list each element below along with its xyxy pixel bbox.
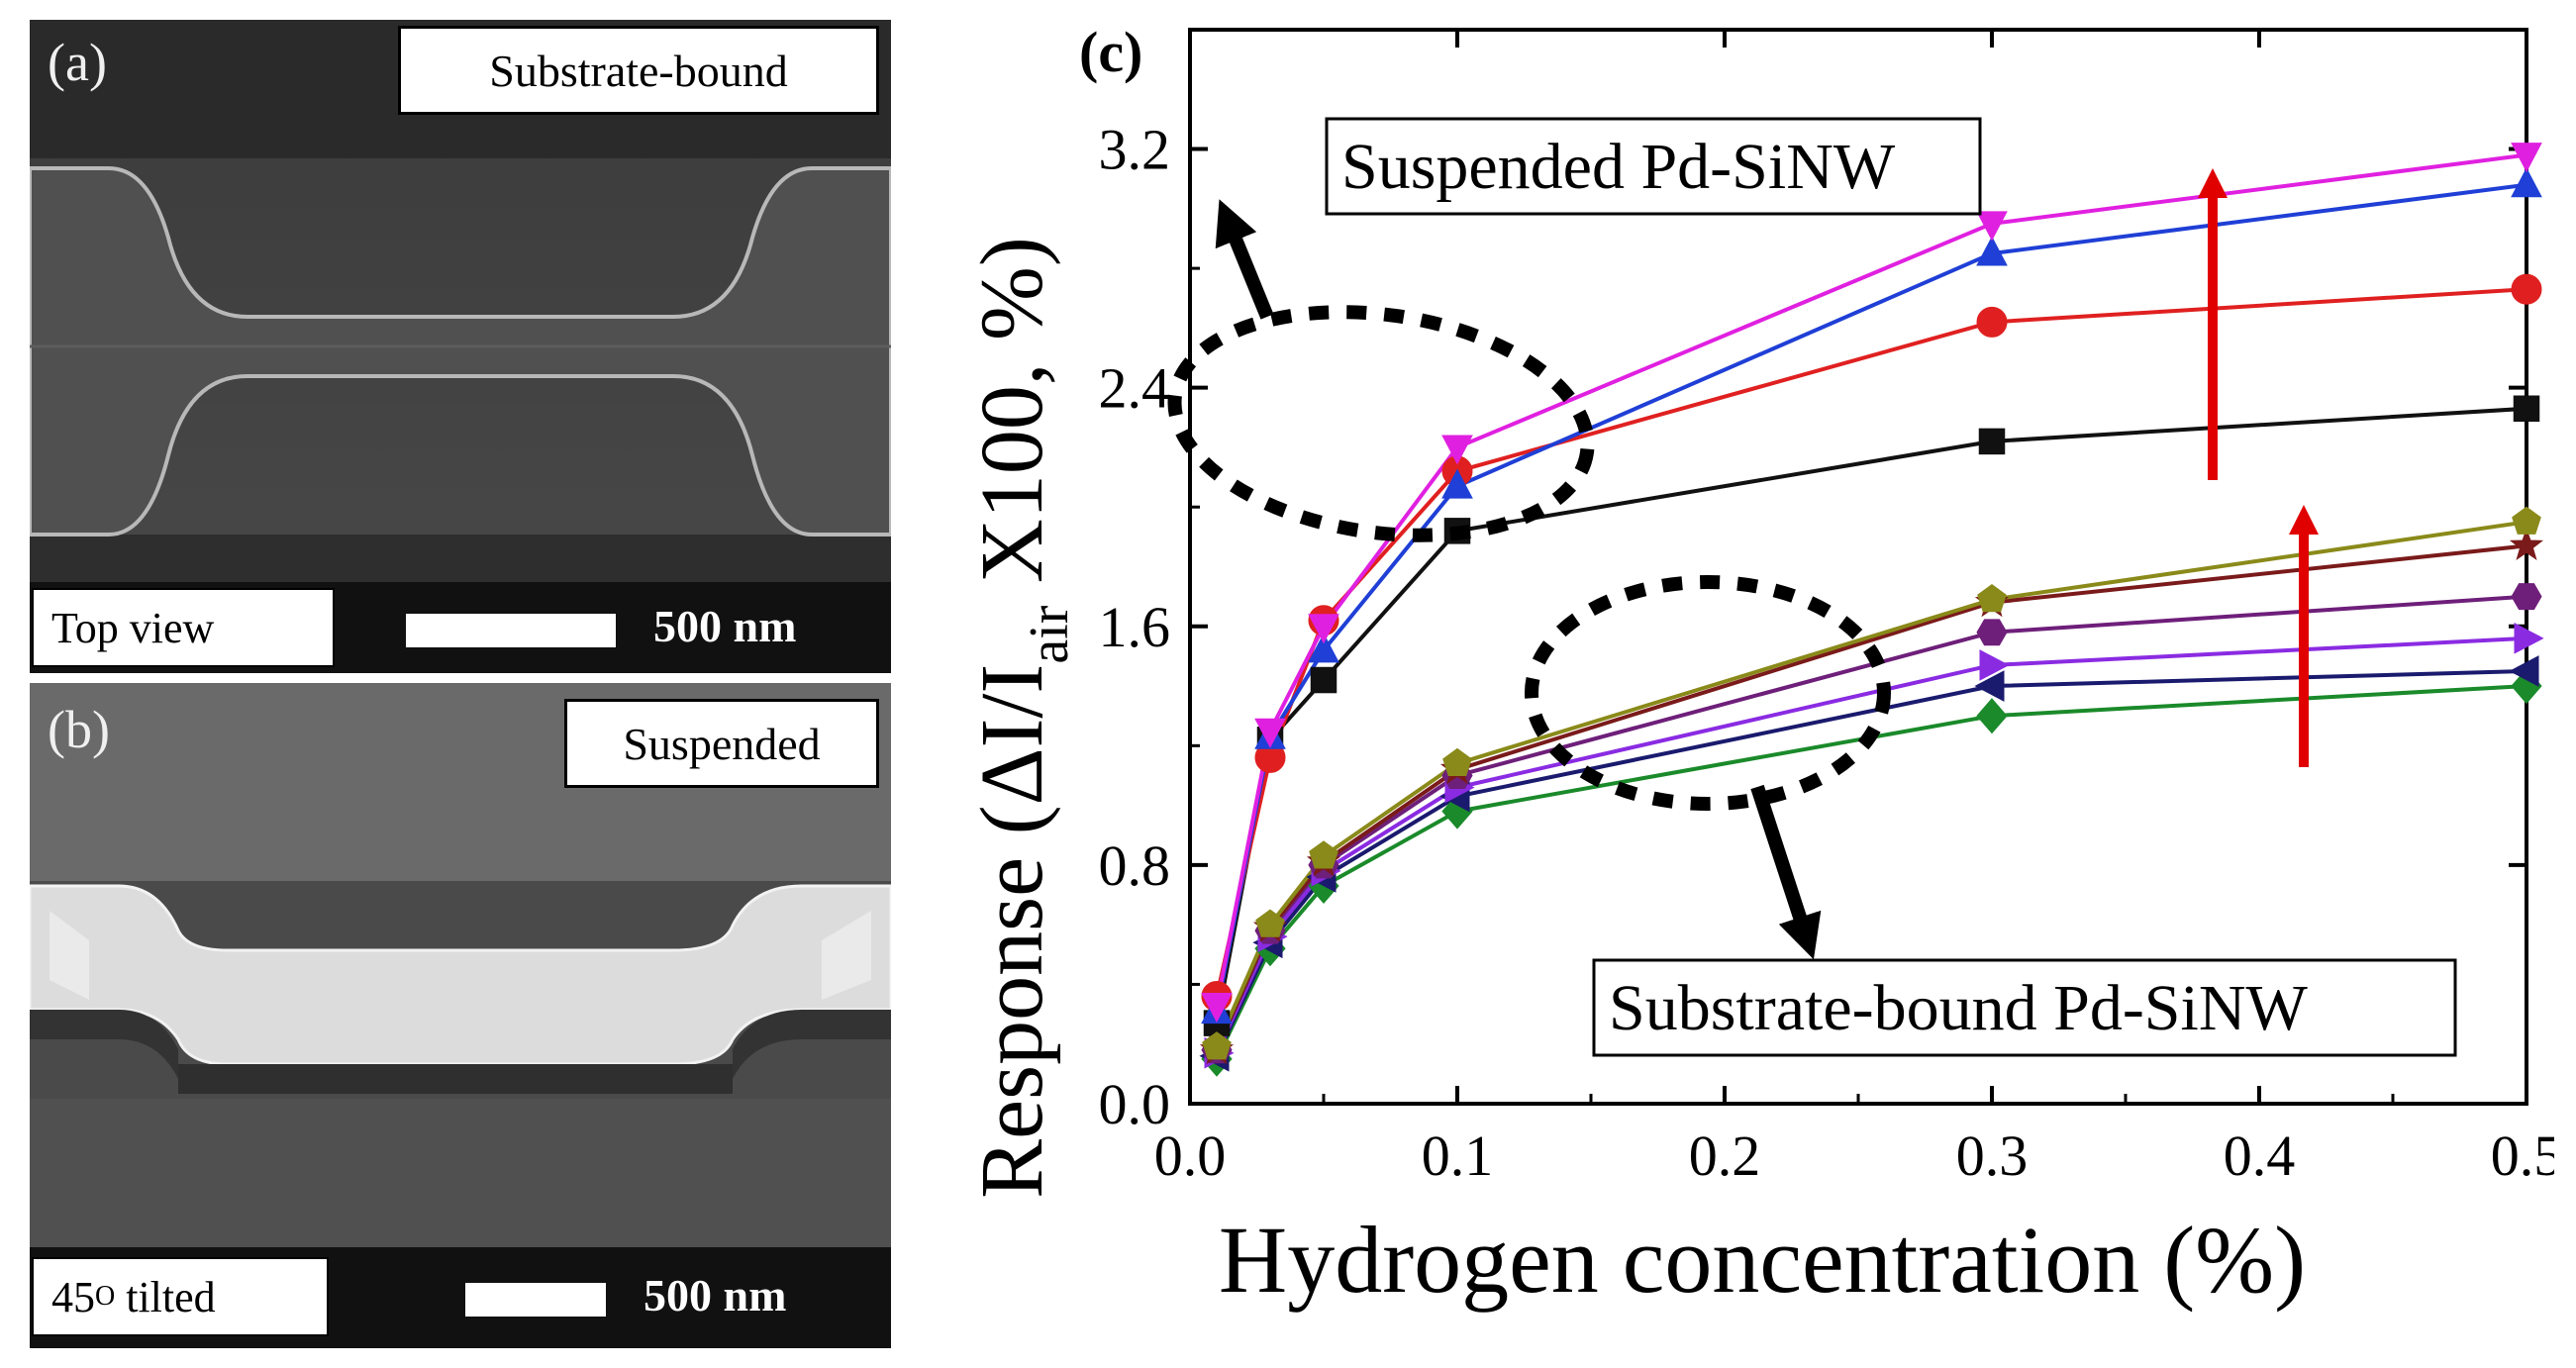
substrate-annotation-box [1592, 958, 2457, 1057]
data-point-suspended-black [1978, 428, 2006, 455]
axis-ticks: 0.0 0.1 0.2 0.3 0.4 0.5 0.0 0.8 1.6 2.4 3.2 [1099, 30, 2554, 1188]
data-point-suspended-red [1976, 306, 2008, 338]
data-point-suspended-magenta [1201, 993, 1233, 1024]
data-point-suspended-blue [1308, 633, 1339, 663]
data-point-suspended-magenta [1308, 614, 1339, 644]
data-point-substrate-violet [1979, 649, 2010, 681]
x-tick-label: 0.1 [1422, 1124, 1494, 1188]
data-point-substrate-olive [1255, 909, 1285, 937]
series-line-suspended-black [1215, 406, 2527, 1024]
x-tick-label: 0.4 [2224, 1124, 2296, 1188]
response-chart: (c) 0.0 0.1 0.2 0.3 0.4 0.5 0.0 0.8 1.6 2.4 3.2 Su… [963, 20, 2554, 1313]
y-axis-label-sub: air [1019, 605, 1080, 663]
y-axis-label: Response (ΔI/Iair X100, %) [963, 237, 1080, 1199]
series-lines [1215, 152, 2527, 1060]
data-point-suspended-magenta [1254, 718, 1286, 748]
tilt-text: tilted [115, 1272, 216, 1321]
data-point-suspended-blue [1441, 468, 1473, 499]
data-point-suspended-magenta [1976, 211, 2008, 242]
panel-c-letter: (c) [1079, 20, 1142, 84]
substrate-bound-tag: Substrate-bound [398, 26, 879, 115]
top-view-label: Top view [32, 588, 335, 667]
scale-bar-a [406, 614, 616, 647]
data-point-substrate-purple [1976, 619, 2008, 646]
data-point-suspended-red [2511, 273, 2542, 305]
suspended-group-ellipse [1167, 305, 1595, 542]
x-tick-label: 0.2 [1689, 1124, 1761, 1188]
data-point-suspended-magenta [2511, 143, 2542, 173]
sem-panel-a: (a) Substrate-bound Top view 500 nm [30, 20, 891, 673]
y-axis-label-main: Response (ΔI/I [963, 664, 1061, 1199]
suspended-annotation-box [1325, 117, 1982, 216]
series-line-substrate-navy [1215, 668, 2527, 1057]
suspended-annotation-text: Suspended Pd-SiNW [1341, 131, 1896, 203]
x-tick-label: 0.0 [1154, 1124, 1227, 1188]
data-point-substrate-olive [1202, 1031, 1232, 1060]
series-line-substrate-green [1215, 684, 2527, 1060]
panel-a-letter: (a) [48, 33, 107, 92]
series-line-suspended-red [1215, 287, 2527, 997]
series-line-suspended-blue [1215, 182, 2527, 1012]
y-tick-label: 0.0 [1099, 1072, 1171, 1136]
substrate-pointer-arrow [1750, 784, 1822, 960]
data-point-substrate-olive [2512, 506, 2541, 535]
y-tick-label: 1.6 [1099, 595, 1171, 659]
series-markers [1199, 143, 2544, 1077]
data-point-suspended-blue [2511, 167, 2542, 198]
data-point-substrate-olive [1309, 840, 1338, 869]
scale-label-a: 500 nm [653, 601, 797, 651]
y-axis-label-tail: X100, %) [963, 237, 1061, 605]
panel-b-letter: (b) [48, 700, 110, 759]
substrate-annotation-text: Substrate-bound Pd-SiNW [1609, 972, 2309, 1044]
tilted-view-label: 45 O tilted [32, 1257, 329, 1336]
data-point-substrate-purple [2511, 583, 2542, 611]
data-point-substrate-navy [1974, 670, 2005, 702]
sem-image-top-view [30, 20, 891, 673]
suspended-pointer-arrow [1215, 199, 1274, 320]
x-tick-label: 0.3 [1956, 1124, 2029, 1188]
sem-panel-b: (b) Suspended 45 O tilted 500 nm [30, 683, 891, 1348]
y-tick-label: 2.4 [1099, 356, 1171, 421]
x-tick-label: 0.5 [2491, 1124, 2554, 1188]
info-bar-b: 45 O tilted 500 nm [30, 1247, 891, 1348]
data-point-substrate-violet [2514, 623, 2544, 654]
data-point-suspended-black [2513, 395, 2540, 423]
data-point-suspended-blue [1976, 236, 2008, 266]
substrate-group-ellipse [1525, 575, 1891, 811]
data-point-suspended-black [1310, 666, 1338, 694]
data-point-substrate-maroon [2509, 528, 2544, 560]
data-point-suspended-magenta [1441, 435, 1473, 465]
y-tick-label: 0.8 [1099, 833, 1171, 898]
data-point-substrate-navy [2509, 655, 2539, 687]
data-point-substrate-olive [1977, 584, 2007, 613]
info-bar-a: Top view 500 nm [30, 582, 891, 673]
data-point-substrate-green [1976, 698, 2008, 734]
scale-bar-b [465, 1283, 606, 1317]
x-axis-label: Hydrogen concentration (%) [1219, 1207, 2306, 1313]
tilt-angle: 45 [51, 1272, 95, 1321]
y-tick-label: 3.2 [1099, 118, 1171, 182]
sem-image-tilted-view [30, 683, 891, 1348]
tilt-degree-mark: O [95, 1281, 116, 1312]
scale-label-b: 500 nm [644, 1270, 787, 1320]
data-point-substrate-olive [1442, 747, 1472, 777]
suspended-tag: Suspended [564, 699, 879, 788]
